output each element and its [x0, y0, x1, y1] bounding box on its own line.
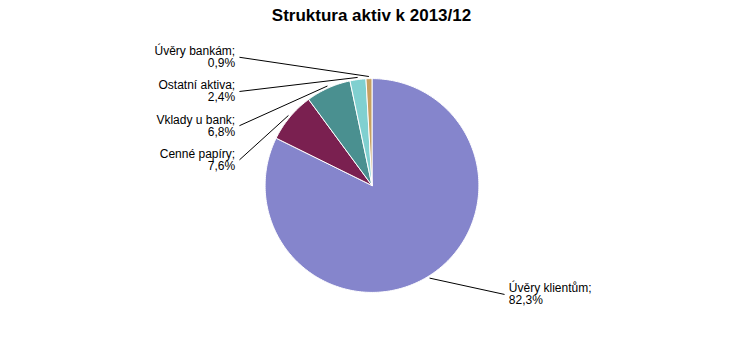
svg-text:Úvěry bankám;0,9%: Úvěry bankám;0,9%	[154, 43, 235, 70]
svg-text:Vklady u bank;6,8%: Vklady u bank;6,8%	[156, 113, 235, 139]
html-text:Struktura aktiv k 2013/12: Struktura aktiv k 2013/12	[271, 6, 472, 25]
svg-text:Úvěry klientům;82,3%: Úvěry klientům;82,3%	[509, 280, 592, 307]
svg-text:Cenné papíry;7,6%: Cenné papíry;7,6%	[160, 147, 236, 173]
svg-text:Ostatní aktiva;2,4%: Ostatní aktiva;2,4%	[158, 78, 235, 104]
